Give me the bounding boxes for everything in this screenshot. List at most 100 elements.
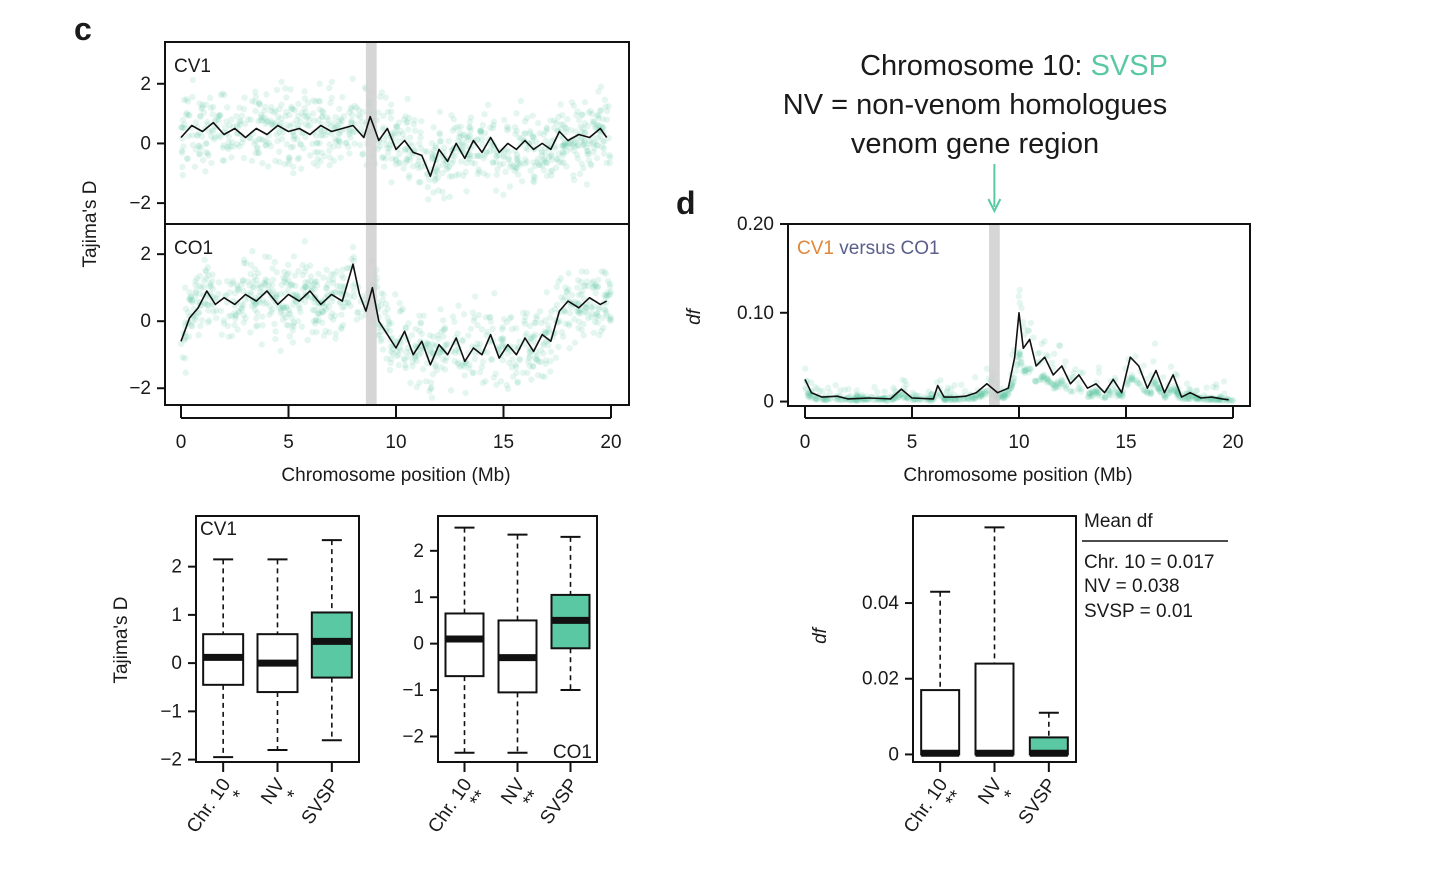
data-point	[1072, 365, 1079, 373]
data-point	[184, 155, 191, 162]
data-point	[250, 278, 257, 285]
data-point	[299, 261, 306, 269]
data-point	[597, 106, 605, 114]
data-point	[387, 108, 395, 116]
data-point	[1089, 392, 1096, 399]
data-point	[177, 340, 185, 348]
data-point	[284, 121, 292, 129]
data-point	[309, 140, 316, 148]
data-point	[439, 356, 447, 363]
data-point	[1141, 386, 1148, 394]
data-point	[322, 131, 329, 139]
data-point	[543, 289, 551, 296]
data-point	[210, 127, 217, 135]
data-point	[288, 103, 295, 111]
data-point	[258, 284, 265, 291]
data-point	[465, 133, 472, 141]
data-point	[339, 321, 347, 329]
data-point	[561, 308, 569, 315]
data-point	[1185, 395, 1192, 403]
data-point	[457, 123, 464, 130]
data-point	[178, 147, 186, 155]
data-point	[538, 373, 546, 380]
data-point	[436, 129, 443, 137]
data-point	[384, 149, 392, 157]
data-point	[560, 333, 567, 340]
data-point	[1155, 384, 1162, 391]
data-point	[533, 356, 540, 363]
data-point	[581, 98, 589, 106]
data-point	[228, 332, 236, 340]
data-point	[538, 319, 545, 327]
data-point	[377, 338, 384, 345]
y-tick-label: 0	[140, 133, 151, 154]
data-point	[405, 172, 413, 179]
data-point	[426, 346, 434, 353]
data-point	[319, 107, 326, 115]
data-point	[475, 311, 482, 319]
data-point	[312, 132, 320, 139]
data-point	[1044, 378, 1052, 385]
data-point	[179, 116, 187, 124]
data-point	[359, 150, 367, 157]
data-point	[198, 105, 205, 112]
data-point	[428, 150, 436, 158]
data-point	[1009, 351, 1016, 359]
y-tick-label: 0	[413, 634, 424, 655]
data-point	[1172, 387, 1179, 394]
data-point	[580, 282, 587, 290]
data-point	[462, 168, 469, 176]
data-point	[449, 160, 456, 167]
data-point	[1111, 376, 1119, 384]
data-point	[1021, 364, 1028, 371]
data-point	[562, 143, 569, 150]
data-point	[555, 150, 562, 157]
data-point	[541, 158, 549, 165]
data-point	[585, 150, 593, 158]
data-point	[402, 325, 410, 332]
data-point	[513, 164, 521, 172]
data-point	[310, 317, 317, 325]
data-point	[379, 126, 386, 133]
data-point	[252, 323, 260, 330]
data-point	[969, 395, 976, 403]
data-point	[254, 144, 261, 151]
data-point	[501, 152, 508, 159]
data-point	[521, 156, 529, 163]
data-point	[1148, 389, 1155, 396]
data-point	[605, 291, 613, 299]
data-point	[202, 168, 209, 175]
data-point	[417, 179, 424, 186]
data-point	[599, 137, 607, 145]
data-point	[589, 284, 596, 292]
data-point	[417, 145, 425, 152]
data-point	[470, 317, 478, 324]
data-point	[511, 123, 519, 131]
data-point	[910, 391, 918, 398]
data-point	[217, 111, 224, 119]
data-point	[262, 120, 269, 127]
data-point	[596, 331, 603, 339]
data-point	[358, 313, 365, 320]
data-point	[432, 363, 439, 370]
data-point	[256, 299, 264, 306]
data-point	[268, 121, 275, 128]
data-point	[881, 388, 888, 395]
data-point	[545, 342, 552, 349]
data-point	[213, 295, 221, 303]
y-tick-label: 0	[171, 653, 182, 674]
data-point	[378, 290, 385, 297]
data-point	[591, 318, 599, 326]
data-point	[185, 309, 192, 316]
data-point	[330, 143, 337, 150]
data-point	[290, 170, 297, 177]
data-point	[277, 307, 285, 314]
data-point	[197, 112, 204, 120]
data-point	[310, 97, 317, 104]
data-point	[606, 290, 614, 298]
data-point	[403, 157, 411, 164]
data-point	[516, 159, 524, 167]
data-point	[386, 327, 394, 335]
data-point	[337, 287, 345, 295]
